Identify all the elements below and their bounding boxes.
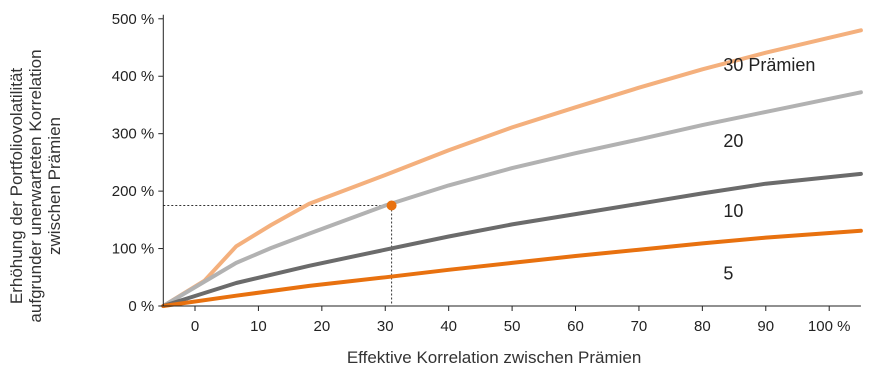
- tick-labels: 0 % 100 % 200 % 300 % 400 % 500 % 0 10 20 30 40 50 6…: [112, 11, 851, 335]
- y-tick-label: 400 %: [112, 68, 155, 85]
- y-tick-label: 500 %: [112, 11, 155, 28]
- axis-titles: Effektive Korrelation zwischen Prämien Er…: [7, 49, 641, 367]
- x-axis-title: Effektive Korrelation zwischen Prämien: [347, 348, 642, 367]
- series-line: [161, 171, 863, 308]
- x-tick-label: 50: [504, 318, 521, 335]
- series-line: [161, 228, 863, 308]
- y-axis-title-line: Erhöhung der Portfoliovolatilität: [7, 68, 26, 305]
- y-axis-title: Erhöhung der Portfoliovolatilität aufgrun…: [7, 49, 64, 322]
- y-tick-label: 300 %: [112, 126, 155, 143]
- axes: [158, 14, 861, 311]
- series-labels: 30 Prämien 20 10 5: [386, 55, 815, 283]
- y-tick-label: 200 %: [112, 183, 155, 200]
- series-label: 10: [723, 201, 743, 221]
- series-lines: [161, 28, 863, 308]
- x-tick-label: 30: [377, 318, 394, 335]
- x-tick-label: 90: [757, 318, 774, 335]
- x-tick-label: 0: [191, 318, 199, 335]
- x-tick-label: 100 %: [808, 318, 851, 335]
- x-tick-label: 10: [250, 318, 267, 335]
- x-tick-label: 80: [694, 318, 711, 335]
- x-tick-label: 60: [567, 318, 584, 335]
- y-axis-title-line: aufgrunder unerwarteten Korrelation: [26, 49, 45, 322]
- x-tick-label: 20: [313, 318, 330, 335]
- series-label: 5: [723, 263, 733, 283]
- series-label: 30 Prämien: [723, 55, 815, 75]
- highlight-point: [386, 200, 397, 211]
- series-line: [161, 28, 863, 308]
- x-tick-label: 70: [631, 318, 648, 335]
- y-axis-title-line: zwischen Prämien: [45, 117, 64, 255]
- x-tick-label: 40: [440, 318, 457, 335]
- series-line: [161, 90, 863, 308]
- series-label: 20: [723, 131, 743, 151]
- y-tick-label: 0 %: [128, 298, 154, 315]
- highlight-guides: [163, 204, 393, 306]
- y-tick-label: 100 %: [112, 241, 155, 258]
